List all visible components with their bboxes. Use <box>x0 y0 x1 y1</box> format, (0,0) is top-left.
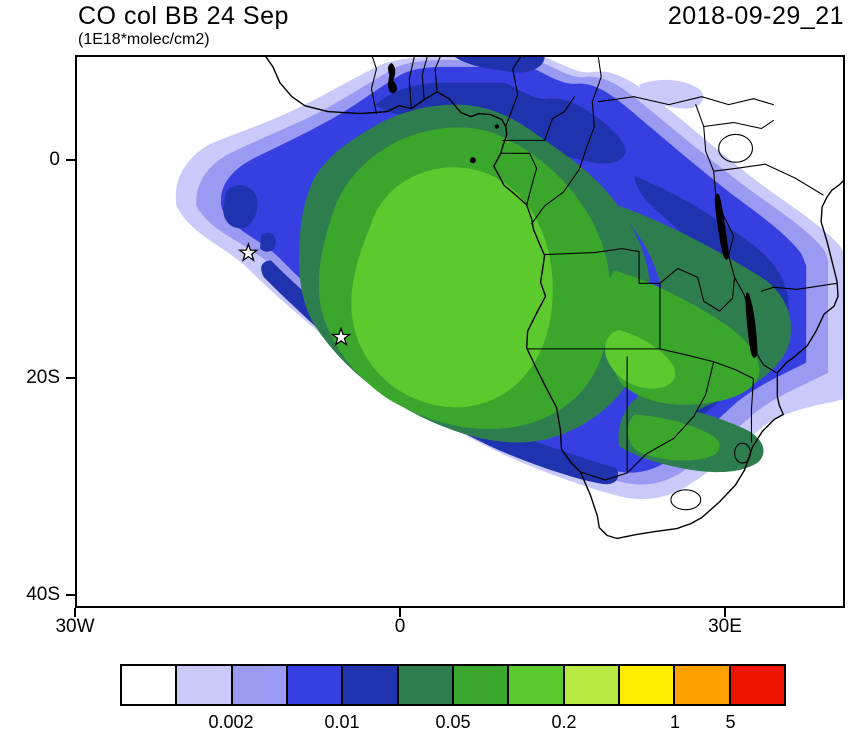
colorbar-cell <box>564 666 620 704</box>
y-tick-label: 0 <box>49 149 60 170</box>
x-tick-label: 30W <box>55 616 95 637</box>
country-borders <box>370 57 838 511</box>
plot-datetime: 2018-09-29_21 <box>667 2 844 30</box>
colorbar-labels: 0.002 0.01 0.05 0.2 1 5 <box>120 712 786 736</box>
star-marker <box>237 242 259 262</box>
x-axis-tick <box>74 608 76 617</box>
y-tick-label: 40S <box>26 584 60 605</box>
coastline-and-borders <box>265 57 843 540</box>
sao-tome-island <box>469 157 476 164</box>
lake-victoria <box>718 133 754 163</box>
lake-volta <box>388 62 397 94</box>
colorbar-cell <box>619 666 676 704</box>
colorbar-cell <box>730 666 784 704</box>
colorbar-label: 0.002 <box>208 712 254 732</box>
colorbar-cell <box>122 666 178 704</box>
colorbar-cells <box>120 664 786 706</box>
y-axis-tick <box>66 377 75 379</box>
eswatini-border <box>734 442 752 464</box>
x-tick-label: 30E <box>708 616 742 637</box>
plot-title: CO col BB 24 Sep <box>78 2 289 30</box>
colorbar-label: 0.2 <box>551 712 577 732</box>
colorbar-cell <box>287 666 344 704</box>
colorbar-cell <box>398 666 454 704</box>
map-canvas <box>175 57 843 540</box>
x-axis-tick <box>724 608 726 617</box>
star-marker <box>330 326 352 347</box>
co-plume-contours <box>175 57 843 500</box>
lake-tanganyika <box>714 193 730 260</box>
colorbar-label: 0.01 <box>324 712 360 732</box>
y-axis-tick <box>66 594 75 596</box>
x-axis-tick <box>399 608 401 617</box>
colorbar-label: 0.05 <box>435 712 471 732</box>
y-tick-label: 20S <box>26 367 60 388</box>
lake-malawi <box>745 292 758 358</box>
colorbar-label: 5 <box>725 712 736 732</box>
colorbar-cell <box>232 666 288 704</box>
colorbar-cell <box>675 666 731 704</box>
map-plot-area <box>75 55 845 608</box>
plot-units-label: (1E18*molec/cm2) <box>78 31 210 48</box>
africa-coastline <box>265 57 843 540</box>
bioko-island <box>494 124 499 129</box>
colorbar-cell <box>343 666 399 704</box>
colorbar-cell <box>509 666 565 704</box>
lakes-and-islands <box>388 62 758 358</box>
y-axis-tick <box>66 159 75 161</box>
colorbar-cell <box>177 666 233 704</box>
lesotho-border <box>670 489 702 511</box>
colorbar-cell <box>453 666 510 704</box>
station-markers <box>237 242 352 347</box>
colorbar-label: 1 <box>669 712 681 732</box>
x-tick-label: 0 <box>394 616 406 637</box>
